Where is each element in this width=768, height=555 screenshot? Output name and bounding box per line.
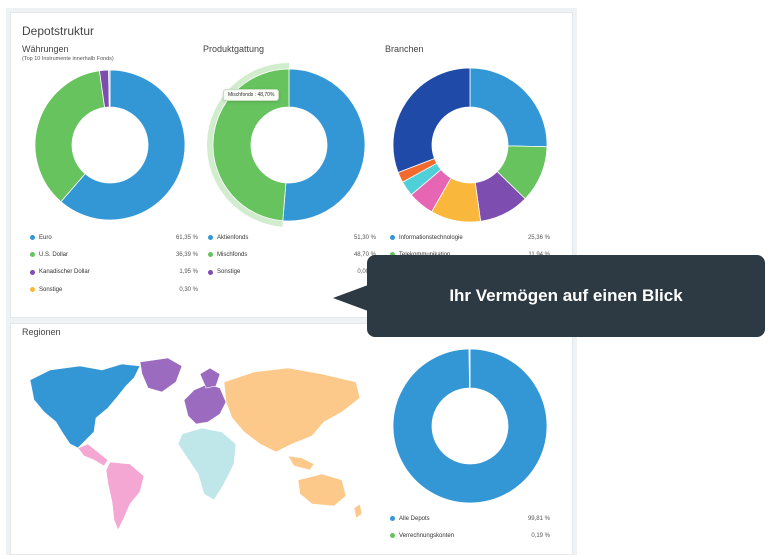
map-region-new-zealand[interactable] (353, 503, 363, 519)
currencies-subtitle: (Top 10 Instrumente innerhalb Fonds) (22, 56, 114, 62)
map-region-central-america[interactable] (77, 443, 109, 467)
legend-item[interactable]: Aktienfonds 51,30 % (208, 229, 376, 246)
legend-label: U.S. Dollar (39, 251, 69, 258)
legend-label: Verrechnungskonten (399, 532, 455, 539)
map-region-north-america[interactable] (29, 363, 141, 449)
legend-value: 36,39 % (175, 251, 198, 258)
map-region-europe[interactable] (183, 383, 227, 425)
legend-label: Telekommunikation (399, 252, 528, 258)
donut-slice[interactable] (34, 70, 106, 203)
legend-dot (390, 516, 395, 522)
callout-text: Ihr Vermögen auf einen Blick (449, 286, 683, 305)
map-region-south-america[interactable] (105, 461, 145, 531)
world-map[interactable] (22, 352, 370, 532)
product-types-legend: Aktienfonds 51,30 % Mischfonds 48,70 % Son… (208, 229, 376, 281)
legend-dot (390, 235, 395, 241)
legend-label: Aktienfonds (217, 234, 249, 241)
legend-item[interactable]: Verrechnungskonten 0,19 % (390, 527, 550, 544)
legend-item[interactable]: Euro 61,35 % (30, 229, 198, 246)
map-region-australia[interactable] (297, 473, 347, 507)
donut-slice[interactable] (282, 68, 366, 222)
legend-dot (208, 269, 213, 275)
legend-label: Mischfonds (217, 251, 248, 258)
legend-value: 61,35 % (175, 234, 198, 241)
legend-value: 51,30 % (353, 234, 376, 241)
legend-label: Alle Depots (399, 515, 430, 522)
legend-value: 0,30 % (179, 286, 198, 293)
legend-dot (30, 252, 35, 258)
callout-banner: Ihr Vermögen auf einen Blick (367, 255, 765, 337)
sectors-legend: Informationstechnologie 25,36 % Telekommu… (390, 229, 550, 264)
legend-item[interactable]: Sonstige 0,00 % (208, 264, 376, 281)
donut-slice[interactable] (469, 67, 548, 148)
legend-item[interactable]: Kanadischer Dollar 1,95 % (30, 264, 198, 281)
product-types-title: Produktgattung (203, 44, 265, 54)
legend-dot (390, 533, 395, 539)
map-region-scandinavia[interactable] (199, 367, 221, 389)
donut-slice[interactable] (60, 69, 186, 221)
legend-value: 0,19 % (531, 532, 550, 539)
donut-slice[interactable] (108, 69, 111, 108)
legend-label: Euro (39, 234, 52, 241)
chart-tooltip: Mischfonds : 48,70% (223, 89, 280, 101)
legend-dot (30, 269, 35, 275)
legend-value: 25,36 % (527, 234, 550, 241)
legend-dot (208, 252, 213, 258)
legend-label: Informationstechnologie (399, 234, 463, 241)
sectors-title: Branchen (385, 44, 424, 54)
legend-value: 1,95 % (179, 269, 198, 276)
legend-item[interactable]: Sonstige 0,30 % (30, 281, 198, 298)
map-region-africa[interactable] (177, 427, 237, 501)
legend-dot (30, 235, 35, 241)
currencies-legend: Euro 61,35 % U.S. Dollar 36,39 % Kanadisch… (30, 229, 198, 298)
legend-item[interactable]: Mischfonds 48,70 % (208, 246, 376, 263)
callout-arrow (333, 285, 368, 311)
page-title: Depotstruktur (22, 24, 95, 38)
map-region-asia[interactable] (223, 367, 361, 453)
donut-slice[interactable] (392, 348, 548, 504)
donut-slice[interactable] (392, 67, 471, 173)
accounts-legend: Alle Depots 99,81 % Verrechnungskonten 0,1… (390, 510, 550, 545)
legend-item[interactable]: U.S. Dollar 36,39 % (30, 246, 198, 263)
donut-slice[interactable] (468, 348, 471, 389)
legend-item[interactable]: Informationstechnologie 25,36 % (390, 229, 550, 246)
donut-slice[interactable] (212, 68, 290, 222)
legend-label: Sonstige (217, 269, 241, 276)
legend-label: Sonstige (39, 286, 63, 293)
currencies-title: Währungen (22, 44, 69, 54)
legend-dot (390, 252, 395, 258)
legend-item[interactable]: Alle Depots 99,81 % (390, 510, 550, 527)
legend-value: 11,94 % (528, 252, 550, 258)
legend-dot (30, 287, 35, 293)
map-region-southeast-asia[interactable] (287, 455, 315, 471)
map-region-greenland[interactable] (139, 357, 183, 393)
legend-label: Kanadischer Dollar (39, 269, 90, 276)
legend-value: 48,70 % (353, 251, 376, 258)
regions-title: Regionen (22, 327, 61, 337)
legend-item[interactable]: Telekommunikation11,94 % (390, 246, 550, 263)
legend-value: 99,81 % (527, 515, 550, 522)
legend-value: 0,00 % (357, 269, 376, 276)
legend-dot (208, 235, 213, 241)
